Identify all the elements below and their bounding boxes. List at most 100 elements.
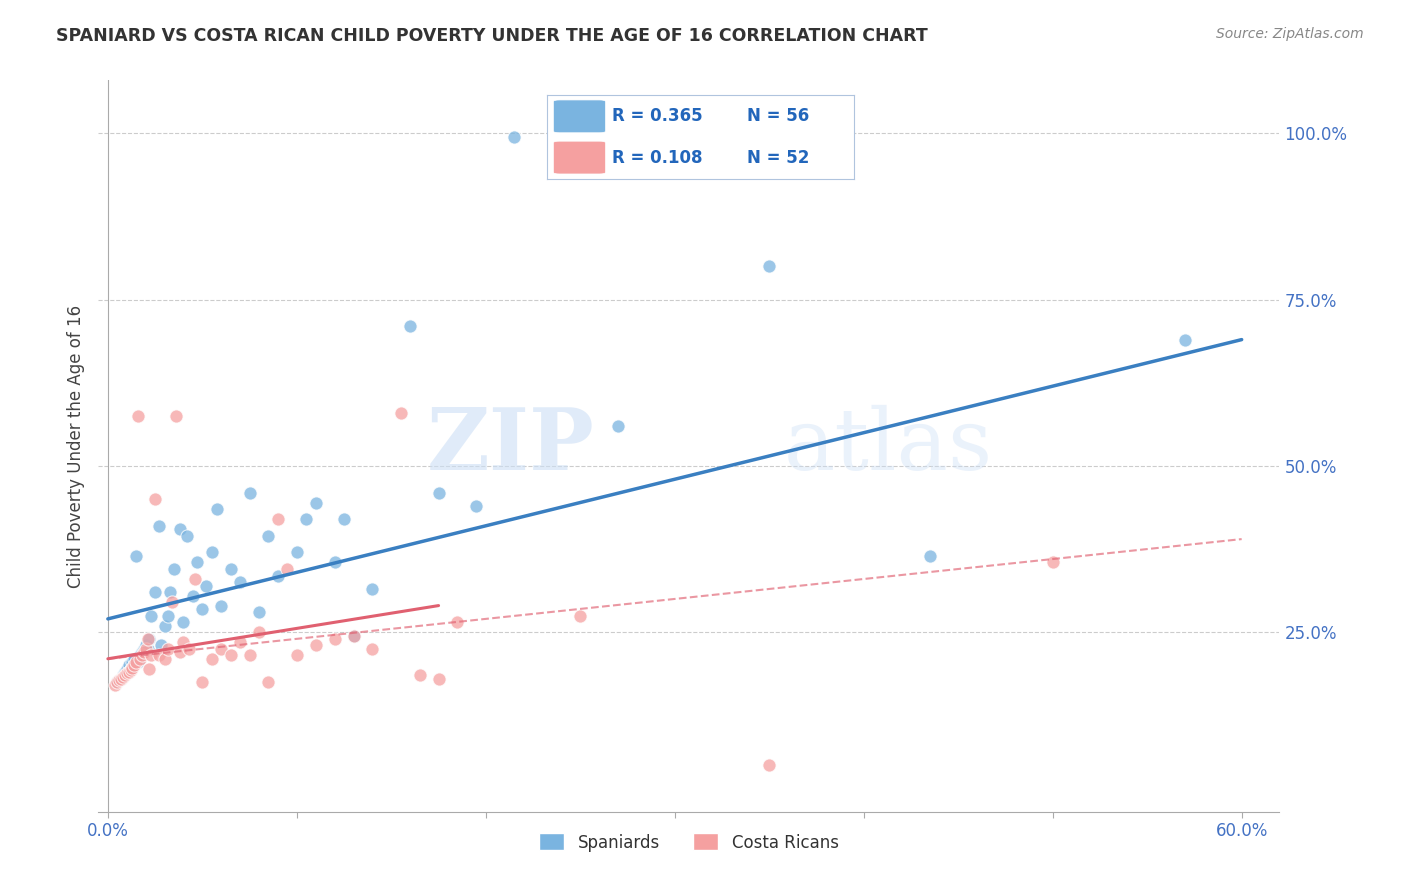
Text: ZIP: ZIP <box>426 404 595 488</box>
Point <box>136 641 159 656</box>
Point <box>105 675 128 690</box>
Point <box>918 549 941 563</box>
Point <box>361 641 384 656</box>
Point <box>427 485 450 500</box>
Point <box>758 260 780 274</box>
Point <box>201 652 224 666</box>
Point <box>157 641 180 656</box>
Point <box>124 652 146 666</box>
Point <box>143 585 166 599</box>
Point <box>120 662 142 676</box>
Point <box>257 675 280 690</box>
Point <box>305 639 328 653</box>
Point <box>239 485 262 500</box>
Point <box>135 639 157 653</box>
Point <box>114 668 136 682</box>
Point <box>295 512 318 526</box>
Point <box>179 641 201 656</box>
Point <box>1174 333 1197 347</box>
Text: Source: ZipAtlas.com: Source: ZipAtlas.com <box>1216 27 1364 41</box>
Text: SPANIARD VS COSTA RICAN CHILD POVERTY UNDER THE AGE OF 16 CORRELATION CHART: SPANIARD VS COSTA RICAN CHILD POVERTY UN… <box>56 27 928 45</box>
Point <box>169 645 191 659</box>
Point <box>131 645 153 659</box>
Point <box>186 555 208 569</box>
Point <box>172 615 194 630</box>
Point <box>159 585 181 599</box>
Point <box>127 655 149 669</box>
Point <box>195 579 218 593</box>
Point <box>607 419 630 434</box>
Point <box>110 672 132 686</box>
Point <box>124 658 146 673</box>
Point <box>114 665 136 679</box>
Point <box>121 661 143 675</box>
Point <box>176 529 198 543</box>
Point <box>111 668 134 682</box>
Point <box>127 409 149 423</box>
Point <box>569 608 592 623</box>
Point <box>125 655 148 669</box>
Point <box>399 319 422 334</box>
Point <box>138 632 160 646</box>
Point <box>172 635 194 649</box>
Point <box>157 608 180 623</box>
Point <box>118 665 141 679</box>
Point <box>209 641 232 656</box>
Point <box>115 666 138 681</box>
Text: atlas: atlas <box>783 404 993 488</box>
Point <box>115 662 138 676</box>
Point <box>153 652 176 666</box>
Point <box>136 632 159 646</box>
Point <box>276 562 298 576</box>
Point <box>219 562 242 576</box>
Point <box>184 572 207 586</box>
Point <box>389 406 412 420</box>
Point <box>1042 555 1064 569</box>
Point <box>285 648 308 663</box>
Point <box>342 628 364 642</box>
Point <box>105 675 128 690</box>
Point <box>135 641 157 656</box>
Point <box>165 409 187 423</box>
Point <box>129 652 152 666</box>
Point <box>267 512 290 526</box>
Point <box>148 518 170 533</box>
Point <box>118 658 141 673</box>
Point <box>247 625 270 640</box>
Point <box>446 615 468 630</box>
Point <box>323 632 346 646</box>
Point <box>229 575 252 590</box>
Point <box>125 549 148 563</box>
Point <box>108 673 131 687</box>
Point <box>104 678 127 692</box>
Point <box>131 648 153 663</box>
Point <box>219 648 242 663</box>
Point <box>141 648 163 663</box>
Point <box>153 618 176 632</box>
Point <box>267 568 290 582</box>
Point <box>285 545 308 559</box>
Point <box>163 562 186 576</box>
Point <box>160 595 183 609</box>
Point <box>129 648 152 663</box>
Point <box>323 555 346 569</box>
Point <box>408 668 430 682</box>
Point <box>143 492 166 507</box>
Point <box>141 608 163 623</box>
Point <box>169 522 191 536</box>
Point <box>207 502 229 516</box>
Point <box>503 129 526 144</box>
Point <box>148 648 170 663</box>
Point <box>758 758 780 772</box>
Point <box>201 545 224 559</box>
Point <box>138 662 160 676</box>
Point <box>181 589 204 603</box>
Point <box>342 628 364 642</box>
Point <box>132 641 155 656</box>
Point <box>120 663 142 677</box>
Point <box>305 495 328 509</box>
Point <box>361 582 384 596</box>
Point <box>247 605 270 619</box>
Point <box>465 499 488 513</box>
Point <box>191 675 214 690</box>
